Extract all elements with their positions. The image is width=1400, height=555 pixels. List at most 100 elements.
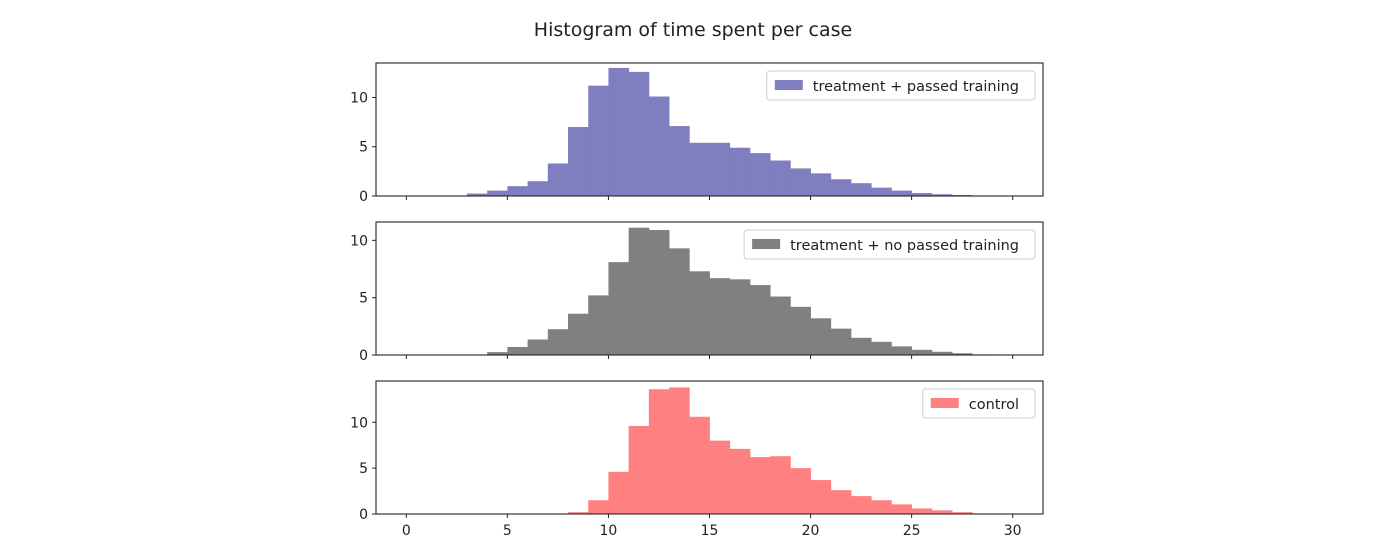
histogram-bar bbox=[871, 187, 892, 196]
legend-label: treatment + passed training bbox=[813, 79, 1019, 95]
histogram-bar bbox=[729, 147, 751, 196]
x-tick-label: 25 bbox=[903, 523, 921, 539]
histogram-bar bbox=[608, 67, 630, 197]
histogram-bar bbox=[487, 190, 508, 196]
histogram-bar bbox=[729, 448, 751, 514]
histogram-bar bbox=[648, 389, 670, 514]
histogram-bar bbox=[527, 181, 549, 196]
histogram-bar bbox=[487, 352, 508, 355]
histogram-bar bbox=[931, 351, 953, 355]
histogram-bar bbox=[749, 457, 771, 514]
histogram-panel-treatment-no-passed: 0 5 10 treatment + no passed training bbox=[350, 221, 1044, 364]
y-tick-label: 10 bbox=[350, 90, 368, 106]
histogram-bar bbox=[952, 353, 973, 355]
histogram-bar bbox=[850, 183, 872, 196]
histogram-bar bbox=[911, 508, 933, 514]
y-tick-label: 0 bbox=[359, 507, 368, 523]
histogram-panel-control: 0 5 10 0 5 10 15 20 25 30 control bbox=[350, 380, 1044, 539]
histogram-bar bbox=[648, 96, 670, 196]
legend-box bbox=[922, 388, 1036, 419]
legend-swatch bbox=[752, 239, 781, 249]
histogram-bar bbox=[790, 468, 811, 514]
histogram-bar bbox=[669, 126, 690, 196]
legend: treatment + no passed training bbox=[743, 229, 1036, 260]
x-tick-label: 30 bbox=[1004, 523, 1022, 539]
legend: control bbox=[922, 388, 1036, 419]
histogram-bar bbox=[709, 142, 731, 196]
histogram-bar bbox=[931, 510, 953, 514]
histogram-bar bbox=[770, 456, 791, 514]
histogram-bar bbox=[850, 337, 872, 355]
histogram-bar bbox=[871, 341, 892, 355]
y-tick-label: 0 bbox=[359, 189, 368, 205]
histogram-bar bbox=[911, 349, 933, 355]
legend-box bbox=[766, 70, 1036, 101]
histogram-bar bbox=[507, 186, 528, 196]
histogram-bar bbox=[790, 168, 811, 196]
histogram-bar bbox=[669, 248, 690, 355]
histogram-bar bbox=[648, 230, 670, 355]
histogram-bar bbox=[709, 278, 731, 355]
y-tick-label: 5 bbox=[359, 461, 368, 477]
y-tick-label: 10 bbox=[350, 233, 368, 249]
histogram-bar bbox=[830, 328, 852, 355]
histogram-bar bbox=[790, 306, 811, 355]
y-tick-label: 10 bbox=[350, 415, 368, 431]
histogram-bar bbox=[891, 504, 913, 514]
histogram-bar bbox=[527, 339, 549, 355]
histogram-bar bbox=[952, 512, 973, 514]
histogram-bar bbox=[850, 496, 872, 514]
histogram-bar bbox=[547, 163, 569, 196]
histogram-panel-treatment-passed: 0 5 10 treatment + passed training bbox=[350, 62, 1044, 205]
legend-box bbox=[743, 229, 1036, 260]
histogram-bar bbox=[709, 440, 731, 514]
histogram-bar bbox=[891, 346, 913, 355]
histogram-bar bbox=[770, 160, 791, 196]
histogram-bar bbox=[568, 512, 589, 514]
histogram-bar bbox=[749, 285, 771, 355]
histogram-bar bbox=[608, 262, 630, 355]
histogram-bar bbox=[588, 500, 609, 514]
histogram-bar bbox=[689, 416, 710, 514]
x-tick-label: 10 bbox=[600, 523, 618, 539]
histogram-bar bbox=[588, 85, 609, 196]
histogram-bar bbox=[547, 329, 569, 355]
histogram-bar bbox=[749, 153, 771, 196]
legend-label: treatment + no passed training bbox=[790, 238, 1019, 254]
y-tick-label: 5 bbox=[359, 140, 368, 156]
histogram-bar bbox=[628, 71, 650, 196]
histogram-bar bbox=[810, 480, 832, 514]
x-tick-label: 5 bbox=[503, 523, 512, 539]
figure-title: Histogram of time spent per case bbox=[534, 19, 852, 41]
histogram-bar bbox=[830, 490, 852, 514]
x-tick-label: 15 bbox=[701, 523, 719, 539]
histogram-bar bbox=[810, 318, 832, 355]
legend-label: control bbox=[969, 397, 1019, 413]
histogram-bar bbox=[729, 279, 751, 355]
y-tick-label: 5 bbox=[359, 291, 368, 307]
legend-swatch bbox=[774, 80, 803, 90]
histogram-bar bbox=[628, 227, 650, 355]
histogram-bar bbox=[608, 471, 630, 514]
histogram-bar bbox=[871, 500, 892, 514]
histogram-bar bbox=[810, 173, 832, 196]
histogram-bar bbox=[911, 193, 933, 196]
histogram-bar bbox=[507, 346, 528, 355]
histogram-bar bbox=[568, 313, 589, 355]
histogram-bar bbox=[931, 194, 953, 196]
histogram-bar bbox=[669, 387, 690, 514]
histogram-bar bbox=[689, 271, 710, 355]
histogram-bar bbox=[628, 425, 650, 514]
histogram-bar bbox=[891, 190, 913, 196]
x-tick-label: 0 bbox=[402, 523, 411, 539]
histogram-bar bbox=[568, 127, 589, 196]
histogram-bar bbox=[588, 295, 609, 355]
histogram-bar bbox=[689, 142, 710, 196]
histogram-bar bbox=[770, 296, 791, 355]
histogram-panels: 0 5 10 treatment + passed training 0 5 10 treat… bbox=[350, 62, 1044, 539]
legend: treatment + passed training bbox=[766, 70, 1036, 101]
y-tick-label: 0 bbox=[359, 348, 368, 364]
histogram-bar bbox=[466, 193, 488, 196]
x-tick-label: 20 bbox=[802, 523, 820, 539]
